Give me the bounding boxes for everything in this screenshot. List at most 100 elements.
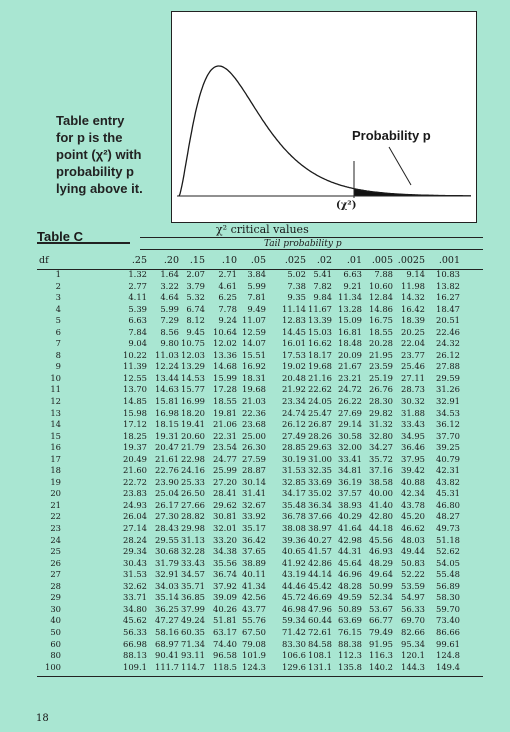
table-row: 7 9.04 9.80 10.75 12.02 14.07 16.01 16.62 18.48 2… bbox=[37, 338, 483, 350]
value-cell: 26.12 bbox=[436, 349, 460, 360]
value-cell: 23.77 bbox=[401, 349, 425, 360]
value-cell: 45.72 bbox=[282, 592, 306, 603]
value-cell: 21.61 bbox=[155, 453, 179, 464]
explanation-line: for p is the bbox=[56, 130, 123, 145]
table-row: 10 12.55 13.44 14.53 15.99 18.31 20.48 21.16 23.… bbox=[37, 373, 483, 385]
value-cell: 28.43 bbox=[155, 523, 179, 534]
value-cell: 19.68 bbox=[242, 384, 266, 395]
value-cell: 33.69 bbox=[308, 476, 332, 487]
value-cell: 43.82 bbox=[436, 476, 460, 487]
value-cell: 27.66 bbox=[181, 499, 205, 510]
value-cell: 34.38 bbox=[213, 546, 237, 557]
value-cell: 14.86 bbox=[369, 303, 393, 314]
value-cell: 35.14 bbox=[155, 592, 179, 603]
value-cell: 18.48 bbox=[338, 338, 362, 349]
value-cell: 46.62 bbox=[401, 523, 425, 534]
figure-frame bbox=[171, 11, 477, 223]
value-cell: 51.81 bbox=[213, 615, 237, 626]
table-row: 13 15.98 16.98 18.20 19.81 22.36 24.74 25.47 27.… bbox=[37, 408, 483, 420]
value-cell: 40.26 bbox=[213, 603, 237, 614]
table-row: 26 30.43 31.79 33.43 35.56 38.89 41.92 42.86 45.… bbox=[37, 558, 483, 570]
value-cell: 30.81 bbox=[213, 511, 237, 522]
value-cell: 11.98 bbox=[401, 280, 425, 291]
value-cell: 19.41 bbox=[181, 419, 205, 430]
value-cell: 72.61 bbox=[308, 626, 332, 637]
table-row: 40 45.62 47.27 49.24 51.81 55.76 59.34 60.44 63.… bbox=[37, 615, 483, 627]
value-cell: 20.28 bbox=[369, 338, 393, 349]
value-cell: 30.14 bbox=[242, 476, 266, 487]
value-cell: 14.53 bbox=[181, 372, 205, 383]
value-cell: 71.42 bbox=[282, 626, 306, 637]
explanation-line: Table entry bbox=[56, 113, 125, 128]
df-cell: 18 bbox=[50, 465, 61, 476]
value-cell: 42.34 bbox=[401, 488, 425, 499]
table-row: 6 7.84 8.56 9.45 10.64 12.59 14.45 15.03 16.81 18… bbox=[37, 327, 483, 339]
value-cell: 56.33 bbox=[123, 626, 147, 637]
value-cell: 120.1 bbox=[401, 650, 425, 661]
value-cell: 9.80 bbox=[160, 338, 179, 349]
value-cell: 51.18 bbox=[436, 534, 460, 545]
value-cell: 25.46 bbox=[401, 361, 425, 372]
value-cell: 31.41 bbox=[242, 488, 266, 499]
value-cell: 35.17 bbox=[242, 523, 266, 534]
value-cell: 3.22 bbox=[160, 280, 179, 291]
value-cell: 21.67 bbox=[338, 361, 362, 372]
value-cell: 31.13 bbox=[181, 534, 205, 545]
value-cell: 29.63 bbox=[308, 442, 332, 453]
value-cell: 43.78 bbox=[401, 499, 425, 510]
value-cell: 24.72 bbox=[338, 384, 362, 395]
table-row: 60 66.98 68.97 71.34 74.40 79.08 83.30 84.58 88.… bbox=[37, 639, 483, 651]
value-cell: 18.47 bbox=[436, 303, 460, 314]
value-cell: 7.81 bbox=[247, 292, 266, 303]
value-cell: 14.07 bbox=[242, 338, 266, 349]
value-cell: 52.62 bbox=[436, 546, 460, 557]
df-cell: 7 bbox=[55, 338, 61, 349]
value-cell: 27.11 bbox=[401, 372, 425, 383]
value-cell: 6.63 bbox=[343, 269, 362, 279]
table-row: 1 1.32 1.64 2.07 2.71 3.84 5.02 5.41 6.63 7.88 9.1… bbox=[37, 269, 483, 281]
value-cell: 36.25 bbox=[155, 603, 179, 614]
value-cell: 144.3 bbox=[401, 661, 425, 672]
df-cell: 29 bbox=[50, 592, 61, 603]
value-cell: 55.48 bbox=[436, 569, 460, 580]
value-cell: 124.8 bbox=[436, 650, 460, 661]
value-cell: 56.33 bbox=[401, 603, 425, 614]
value-cell: 46.93 bbox=[369, 546, 393, 557]
df-cell: 16 bbox=[50, 442, 61, 453]
value-cell: 23.90 bbox=[155, 476, 179, 487]
critical-value-label: (χ²) bbox=[336, 200, 357, 211]
value-cell: 5.39 bbox=[128, 303, 147, 314]
table-row: 80 88.13 90.41 93.11 96.58 101.9 106.6 108.1 112… bbox=[37, 650, 483, 662]
value-cell: 23.59 bbox=[369, 361, 393, 372]
value-cell: 29.55 bbox=[155, 534, 179, 545]
value-cell: 32.80 bbox=[369, 430, 393, 441]
df-cell: 21 bbox=[50, 499, 61, 510]
value-cell: 1.32 bbox=[128, 269, 147, 279]
value-cell: 7.88 bbox=[374, 269, 393, 279]
value-cell: 21.16 bbox=[308, 372, 332, 383]
value-cell: 21.95 bbox=[369, 349, 393, 360]
df-cell: 12 bbox=[50, 396, 61, 407]
value-cell: 29.62 bbox=[213, 499, 237, 510]
value-cell: 33.71 bbox=[123, 592, 147, 603]
table-row: 22 26.04 27.30 28.82 30.81 33.92 36.78 37.66 40.… bbox=[37, 511, 483, 523]
value-cell: 25.33 bbox=[181, 476, 205, 487]
value-cell: 7.84 bbox=[128, 326, 147, 337]
table-row: 30 34.80 36.25 37.99 40.26 43.77 46.98 47.96 50.… bbox=[37, 604, 483, 616]
value-cell: 16.99 bbox=[181, 396, 205, 407]
df-cell: 27 bbox=[50, 569, 61, 580]
value-cell: 19.31 bbox=[155, 430, 179, 441]
value-cell: 42.80 bbox=[369, 511, 393, 522]
value-cell: 9.24 bbox=[218, 315, 237, 326]
explanation-line: lying above it. bbox=[56, 181, 143, 196]
table-row: 11 13.70 14.63 15.77 17.28 19.68 21.92 22.62 24.… bbox=[37, 384, 483, 396]
value-cell: 43.19 bbox=[282, 569, 306, 580]
value-cell: 7.78 bbox=[218, 303, 237, 314]
value-cell: 5.41 bbox=[313, 269, 332, 279]
value-cell: 112.3 bbox=[338, 650, 362, 661]
value-cell: 6.63 bbox=[128, 315, 147, 326]
value-cell: 10.64 bbox=[213, 326, 237, 337]
table-row: 29 33.71 35.14 36.85 39.09 42.56 45.72 46.69 49.… bbox=[37, 592, 483, 604]
table-row: 23 27.14 28.43 29.98 32.01 35.17 38.08 38.97 41.… bbox=[37, 523, 483, 535]
value-cell: 79.08 bbox=[242, 638, 266, 649]
